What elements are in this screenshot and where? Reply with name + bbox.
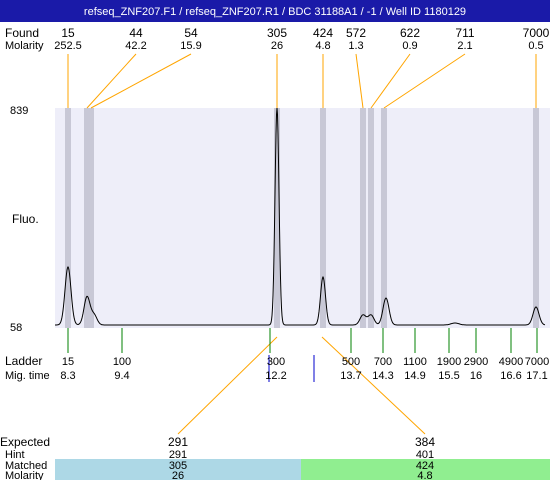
peak-band [84,108,90,328]
molarity-label: Molarity [5,40,44,52]
found-molarity: 2.1 [457,40,472,52]
matched-label: Matched [5,460,47,472]
found-size: 572 [346,26,366,40]
peak-band [65,108,71,328]
connector [370,53,411,109]
matched-bg [301,459,550,480]
matched-molarity-label: Molarity [5,470,44,480]
hint-size: 401 [416,449,434,461]
mig-time: 16.6 [500,370,521,382]
peak-band [368,108,374,328]
mig-time: 12.2 [265,370,286,382]
ladder-size: 15 [62,356,74,368]
peak-band [381,108,387,328]
mig-time: 14.3 [372,370,393,382]
peak-band [88,108,94,328]
found-molarity: 26 [271,40,283,52]
found-molarity: 1.3 [348,40,363,52]
found-size: 622 [400,26,420,40]
found-molarity: 252.5 [54,40,82,52]
ladder-size: 1100 [403,356,427,368]
y-max-label: 839 [10,105,28,117]
mig-label: Mig. time [5,370,50,382]
mig-time: 14.9 [404,370,425,382]
peak-band [533,108,539,328]
y-min-label: 58 [10,322,22,334]
ladder-size: 4900 [499,356,523,368]
found-size: 711 [455,26,474,40]
found-molarity: 0.9 [402,40,417,52]
peak-band [320,108,326,328]
ladder-size: 100 [113,356,131,368]
y-label: Fluo. [12,212,39,226]
found-molarity: 4.8 [315,40,330,52]
mig-time: 13.7 [340,370,361,382]
matched-bg [55,459,301,480]
found-molarity: 0.5 [528,40,543,52]
expected-label: Expected [0,435,50,449]
ladder-size: 1900 [437,356,461,368]
found-label: Found [5,26,39,40]
connector [321,336,426,435]
found-size: 7000 [523,26,550,40]
connector [86,53,137,109]
mig-time: 15.5 [438,370,459,382]
found-size: 15 [61,26,75,40]
found-size: 44 [129,26,143,40]
title: refseq_ZNF207.F1 / refseq_ZNF207.R1 / BD… [84,6,466,18]
ladder-size: 2900 [464,356,488,368]
found-size: 305 [267,26,287,40]
found-size: 424 [313,26,333,40]
expected-size: 291 [168,435,188,449]
trace [55,107,546,326]
connector [383,53,466,109]
peak-band [274,108,280,328]
connector [355,53,364,109]
plot-area [55,108,550,328]
ladder-size: 7000 [525,356,549,368]
mig-time: 17.1 [526,370,547,382]
ladder-size: 300 [267,356,285,368]
matched-molarity: 4.8 [417,470,432,480]
found-size: 54 [184,26,198,40]
matched-molarity: 26 [172,470,184,480]
ladder-size: 700 [374,356,392,368]
mig-time: 16 [470,370,482,382]
hint-label: Hint [5,449,25,461]
found-molarity: 15.9 [180,40,201,52]
connector [177,336,278,435]
mig-time: 9.4 [114,370,129,382]
title-bar [0,0,550,22]
connector [90,53,192,109]
ladder-size: 500 [342,356,360,368]
hint-size: 291 [169,449,187,461]
matched-size: 424 [416,460,434,472]
ladder-label: Ladder [5,354,42,368]
peak-band [360,108,366,328]
matched-size: 305 [169,460,187,472]
found-molarity: 42.2 [125,40,146,52]
expected-size: 384 [415,435,435,449]
mig-time: 8.3 [60,370,75,382]
